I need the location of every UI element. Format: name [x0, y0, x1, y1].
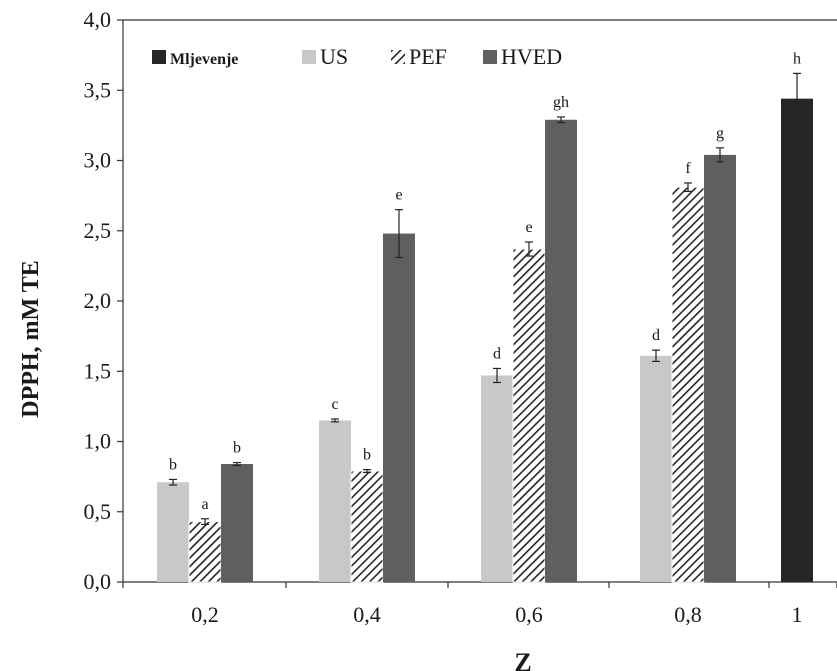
bar-us-1 [319, 420, 351, 582]
bar-hved-2 [545, 119, 577, 582]
legend-label: HVED [501, 44, 562, 69]
significance-label: g [716, 125, 724, 142]
y-axis-label: DPPH, mM TE [18, 260, 44, 418]
legend-item-pef: PEF [391, 44, 447, 69]
y-tick-label: 0,0 [84, 569, 112, 594]
bar-hved-0 [221, 463, 253, 582]
bar-us-0 [157, 482, 189, 582]
bar-us-3 [640, 355, 672, 582]
legend-item-us: US [302, 44, 348, 69]
bar-pef-1 [350, 470, 384, 583]
bar-hved-3 [704, 154, 736, 582]
significance-label: b [363, 447, 371, 464]
significance-label: e [395, 187, 402, 204]
x-tick-label: 0,2 [191, 602, 219, 627]
y-tick-label: 3,0 [84, 148, 112, 173]
bar-hved-1 [383, 233, 415, 582]
legend-swatch [302, 50, 316, 64]
y-tick-label: 2,0 [84, 288, 112, 313]
significance-label: c [331, 396, 338, 413]
bar-pef-2 [512, 248, 546, 583]
legend-label: Mljevenje [170, 51, 238, 68]
significance-label: b [169, 456, 177, 473]
y-tick-label: 1,5 [84, 358, 112, 383]
x-tick-label: 0,8 [674, 602, 702, 627]
significance-label: d [493, 345, 501, 362]
legend-swatch [483, 50, 497, 64]
legend-item-mljevenje: Mljevenje [152, 50, 238, 68]
legend-swatch [152, 50, 166, 64]
significance-label: d [652, 327, 660, 344]
significance-label: e [525, 219, 532, 236]
y-tick-label: 3,5 [84, 77, 112, 102]
y-tick-label: 0,5 [84, 499, 112, 524]
x-tick-label: 0,4 [353, 602, 381, 627]
x-tick-label: 0,6 [515, 602, 543, 627]
bars [157, 72, 813, 583]
y-tick-label: 4,0 [84, 7, 112, 32]
legend-label: US [320, 44, 348, 69]
legend: Mljevenje US PEF HVED [152, 44, 562, 69]
x-axis-label: Z [514, 648, 531, 671]
significance-label: b [233, 440, 241, 457]
significance-label: a [201, 496, 208, 513]
x-tick-label: 1 [792, 602, 803, 627]
legend-swatch [391, 50, 405, 64]
bar-us-2 [481, 375, 513, 582]
bar-pef-3 [671, 186, 705, 583]
legend-label: PEF [409, 44, 447, 69]
tick-labels: 0,0 0,5 1,0 1,5 2,0 2,5 3,0 3,5 4,0 0,2 0,4 0,6 0,8 1 [84, 7, 803, 627]
y-tick-label: 2,5 [84, 218, 112, 243]
legend-item-hved: HVED [483, 44, 562, 69]
significance-label: gh [553, 94, 569, 111]
bar-mljevenje-4 [781, 98, 813, 583]
significance-label: h [793, 50, 801, 67]
significance-label: f [685, 160, 691, 177]
y-tick-label: 1,0 [84, 429, 112, 454]
bar-pef-0 [188, 521, 222, 583]
